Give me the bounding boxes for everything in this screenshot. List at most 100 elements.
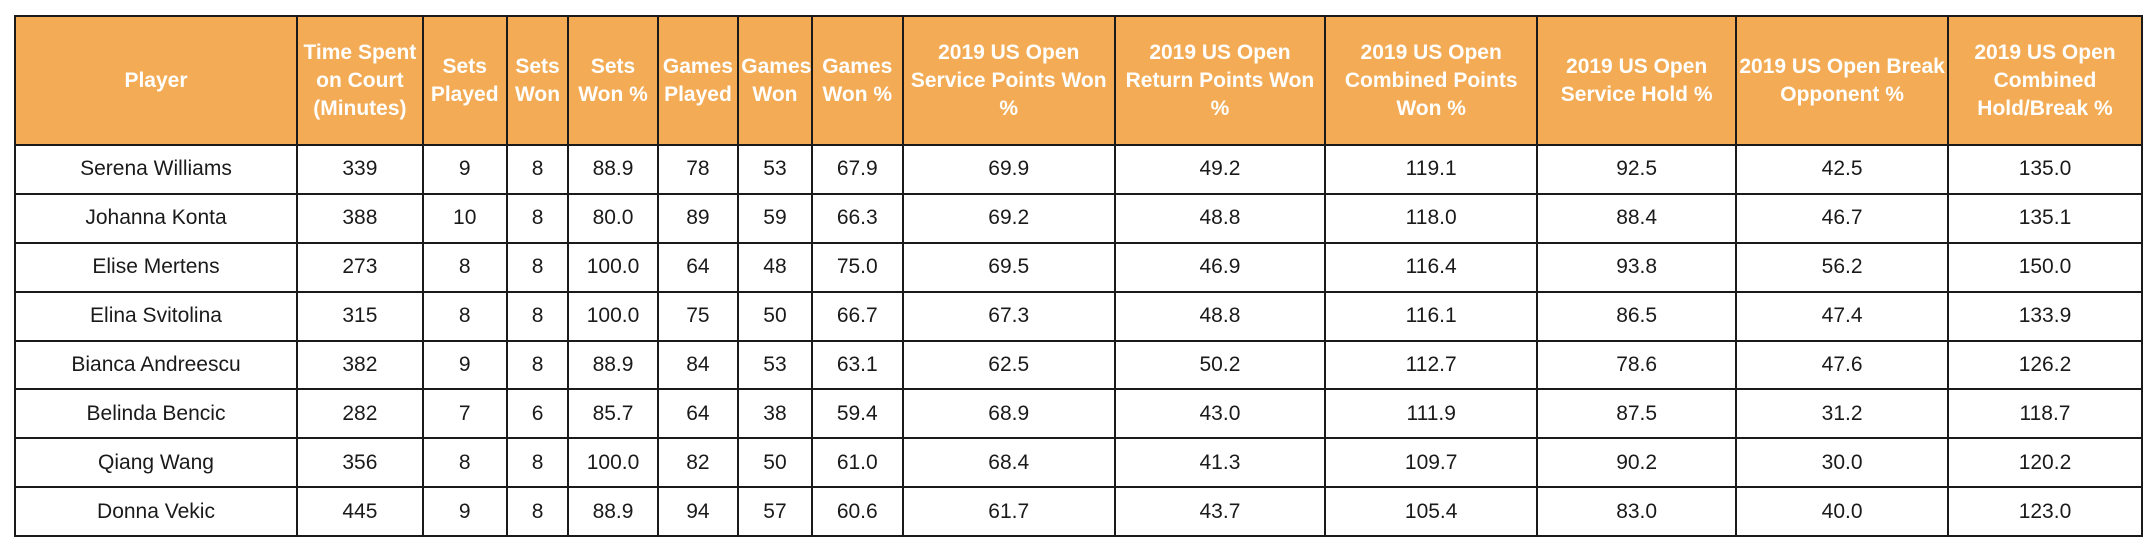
table-cell: 116.1	[1324, 290, 1539, 342]
column-header: 2019 US Open Service Points Won %	[901, 15, 1116, 146]
table-cell: 63.1	[810, 339, 904, 391]
table-cell: 93.8	[1536, 241, 1738, 293]
table-cell: 53	[737, 339, 813, 391]
table-cell: 67.3	[901, 290, 1116, 342]
table-cell: 87.5	[1536, 388, 1738, 440]
table-cell: 119.1	[1324, 144, 1539, 195]
table-cell: 43.0	[1113, 388, 1327, 440]
table-cell: 69.2	[901, 192, 1116, 244]
table-cell: 66.7	[810, 290, 904, 342]
table-cell: 48.8	[1113, 192, 1327, 244]
table-cell: 59	[737, 192, 813, 244]
table-cell: 10	[421, 192, 508, 244]
table-cell: 67.9	[810, 144, 904, 195]
table-cell: 68.9	[901, 388, 1116, 440]
table-cell: 8	[421, 437, 508, 489]
table-cell: 150.0	[1946, 241, 2144, 293]
column-header: 2019 US Open Break Opponent %	[1735, 15, 1949, 146]
table-cell: 85.7	[567, 388, 659, 440]
table-row: Bianca Andreescu 382 9 8 88.9 84 53 63.1 62.5 50.…	[14, 339, 2144, 391]
table-cell: 61.0	[810, 437, 904, 489]
table-cell: 94	[656, 486, 740, 538]
table-cell: 273	[295, 241, 424, 293]
table-cell: 31.2	[1735, 388, 1949, 440]
player-name-cell: Elise Mertens	[14, 241, 298, 293]
table-cell: 57	[737, 486, 813, 538]
table-cell: 9	[421, 339, 508, 391]
table-cell: 30.0	[1735, 437, 1949, 489]
table-cell: 42.5	[1735, 144, 1949, 195]
table-cell: 8	[505, 144, 570, 195]
column-header: 2019 US Open Service Hold %	[1536, 15, 1738, 146]
table-cell: 339	[295, 144, 424, 195]
column-header: Sets Won	[505, 15, 570, 146]
player-name-cell: Bianca Andreescu	[14, 339, 298, 391]
table-cell: 382	[295, 339, 424, 391]
table-cell: 92.5	[1536, 144, 1738, 195]
table-cell: 83.0	[1536, 486, 1738, 538]
table-body: Serena Williams 339 9 8 88.9 78 53 67.9 69.9 49.2…	[14, 144, 2144, 538]
table-cell: 315	[295, 290, 424, 342]
table-cell: 112.7	[1324, 339, 1539, 391]
table-cell: 8	[505, 192, 570, 244]
table-cell: 118.0	[1324, 192, 1539, 244]
table-cell: 78	[656, 144, 740, 195]
table-cell: 111.9	[1324, 388, 1539, 440]
table-cell: 50	[737, 290, 813, 342]
player-name-cell: Elina Svitolina	[14, 290, 298, 342]
table-row: Donna Vekic 445 9 8 88.9 94 57 60.6 61.7 43.7 105.…	[14, 486, 2144, 538]
column-header: Player	[14, 15, 298, 146]
table-cell: 46.9	[1113, 241, 1327, 293]
table-cell: 116.4	[1324, 241, 1539, 293]
table-cell: 50.2	[1113, 339, 1327, 391]
table-cell: 88.9	[567, 486, 659, 538]
table-cell: 8	[505, 437, 570, 489]
column-header: 2019 US Open Combined Hold/Break %	[1946, 15, 2144, 146]
table-cell: 46.7	[1735, 192, 1949, 244]
table-cell: 56.2	[1735, 241, 1949, 293]
column-header: Time Spent on Court (Minutes)	[295, 15, 424, 146]
table-cell: 8	[505, 339, 570, 391]
table-row: Qiang Wang 356 8 8 100.0 82 50 61.0 68.4 41.3 109.…	[14, 437, 2144, 489]
table-cell: 53	[737, 144, 813, 195]
table-cell: 64	[656, 241, 740, 293]
table-row: Belinda Bencic 282 7 6 85.7 64 38 59.4 68.9 43.0 1…	[14, 388, 2144, 440]
table-cell: 88.9	[567, 144, 659, 195]
table-cell: 38	[737, 388, 813, 440]
header-row: Player Time Spent on Court (Minutes) Sets …	[14, 15, 2144, 146]
table-cell: 69.5	[901, 241, 1116, 293]
table-cell: 6	[505, 388, 570, 440]
player-name-cell: Serena Williams	[14, 144, 298, 195]
table-cell: 9	[421, 486, 508, 538]
table-cell: 64	[656, 388, 740, 440]
column-header: Games Played	[656, 15, 740, 146]
table-cell: 48	[737, 241, 813, 293]
table-cell: 88.4	[1536, 192, 1738, 244]
table-cell: 75	[656, 290, 740, 342]
table-cell: 8	[505, 241, 570, 293]
table-cell: 100.0	[567, 241, 659, 293]
table-cell: 86.5	[1536, 290, 1738, 342]
player-name-cell: Johanna Konta	[14, 192, 298, 244]
stats-table: Player Time Spent on Court (Minutes) Sets …	[14, 15, 2144, 538]
column-header: Games Won	[737, 15, 813, 146]
table-cell: 66.3	[810, 192, 904, 244]
table-cell: 105.4	[1324, 486, 1539, 538]
table-cell: 133.9	[1946, 290, 2144, 342]
table-cell: 47.6	[1735, 339, 1949, 391]
table-cell: 49.2	[1113, 144, 1327, 195]
table-cell: 62.5	[901, 339, 1116, 391]
player-name-cell: Donna Vekic	[14, 486, 298, 538]
column-header: Games Won %	[810, 15, 904, 146]
player-name-cell: Belinda Bencic	[14, 388, 298, 440]
table-cell: 82	[656, 437, 740, 489]
table-cell: 78.6	[1536, 339, 1738, 391]
table-cell: 8	[505, 486, 570, 538]
player-name-cell: Qiang Wang	[14, 437, 298, 489]
table-cell: 7	[421, 388, 508, 440]
table-cell: 40.0	[1735, 486, 1949, 538]
table-row: Elise Mertens 273 8 8 100.0 64 48 75.0 69.5 46.9 1…	[14, 241, 2144, 293]
table-cell: 47.4	[1735, 290, 1949, 342]
table-cell: 43.7	[1113, 486, 1327, 538]
table-row: Elina Svitolina 315 8 8 100.0 75 50 66.7 67.3 48.…	[14, 290, 2144, 342]
